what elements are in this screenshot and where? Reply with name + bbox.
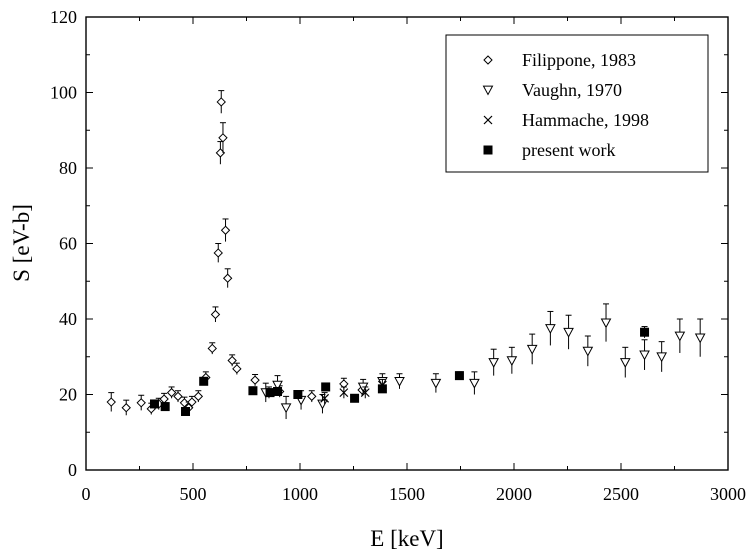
data-point bbox=[454, 371, 464, 381]
data-point bbox=[216, 97, 226, 107]
data-point bbox=[179, 398, 190, 408]
data-point bbox=[674, 331, 686, 342]
legend-label-1: Vaughn, 1970 bbox=[522, 80, 622, 100]
data-point bbox=[360, 388, 370, 398]
data-point bbox=[181, 406, 191, 416]
data-point bbox=[210, 309, 221, 320]
series-2 bbox=[320, 378, 387, 404]
x-tick-label: 0 bbox=[82, 484, 91, 504]
y-axis-label: S [eV-b] bbox=[9, 204, 34, 282]
axis-ticks: 0 500 1000 1500 2000 2500 3000 0 20 40 60 80 100 120 bbox=[50, 7, 746, 504]
data-point bbox=[106, 397, 116, 407]
y-tick-label: 20 bbox=[59, 385, 77, 405]
data-point bbox=[227, 355, 237, 366]
legend: Filippone, 1983 Vaughn, 1970 Hammache, 199… bbox=[445, 34, 709, 173]
data-point bbox=[232, 364, 242, 374]
x-tick-label: 1500 bbox=[389, 484, 425, 504]
y-tick-label: 80 bbox=[59, 158, 77, 178]
x-tick-label: 1000 bbox=[282, 484, 318, 504]
data-point bbox=[563, 327, 574, 338]
data-point bbox=[320, 393, 330, 403]
data-point bbox=[272, 380, 283, 391]
data-point bbox=[694, 333, 706, 344]
x-tick-label: 2500 bbox=[603, 484, 639, 504]
data-point bbox=[317, 399, 328, 410]
y-tick-label: 100 bbox=[50, 83, 77, 103]
data-point bbox=[307, 391, 317, 402]
data-point bbox=[582, 346, 594, 357]
legend-marker-1 bbox=[482, 85, 494, 96]
data-point bbox=[545, 324, 556, 334]
y-tick-label: 0 bbox=[68, 460, 77, 480]
data-marks bbox=[106, 90, 706, 420]
legend-marker-0 bbox=[483, 55, 493, 65]
y-tick-label: 40 bbox=[59, 309, 77, 329]
data-point bbox=[250, 375, 260, 385]
legend-label-0: Filippone, 1983 bbox=[522, 50, 636, 70]
data-point bbox=[160, 402, 170, 412]
data-point bbox=[377, 384, 387, 394]
legend-label-3: present work bbox=[522, 140, 615, 160]
legend-marker-2 bbox=[483, 115, 493, 125]
x-tick-label: 500 bbox=[180, 484, 207, 504]
data-point bbox=[293, 390, 303, 399]
data-point bbox=[350, 393, 360, 403]
data-point bbox=[488, 358, 500, 368]
x-tick-label: 3000 bbox=[710, 484, 746, 504]
data-point bbox=[619, 358, 631, 368]
data-point bbox=[136, 398, 146, 408]
data-point bbox=[218, 133, 228, 143]
data-point bbox=[121, 403, 131, 413]
series-0 bbox=[106, 90, 367, 416]
data-point bbox=[199, 376, 209, 386]
data-point bbox=[469, 378, 480, 389]
data-point bbox=[173, 391, 183, 402]
series-3 bbox=[149, 326, 650, 416]
data-point bbox=[639, 350, 650, 361]
data-point bbox=[280, 403, 292, 414]
data-point bbox=[640, 327, 650, 337]
data-point bbox=[222, 273, 233, 283]
data-point bbox=[600, 318, 612, 329]
y-tick-label: 120 bbox=[50, 7, 77, 27]
data-point bbox=[149, 399, 159, 409]
x-tick-label: 2000 bbox=[496, 484, 532, 504]
data-point bbox=[248, 386, 258, 396]
data-point bbox=[265, 388, 275, 398]
data-point bbox=[220, 225, 231, 235]
data-point bbox=[207, 343, 217, 354]
data-point bbox=[506, 356, 518, 367]
data-point bbox=[321, 382, 331, 392]
x-axis-label: E [keV] bbox=[370, 526, 443, 551]
y-tick-label: 60 bbox=[59, 234, 77, 254]
data-point bbox=[656, 352, 667, 363]
legend-label-2: Hammache, 1998 bbox=[522, 110, 649, 130]
data-point bbox=[213, 248, 223, 258]
data-point bbox=[193, 391, 204, 402]
data-point bbox=[430, 378, 442, 389]
data-point bbox=[273, 386, 283, 396]
data-point bbox=[187, 397, 197, 407]
legend-marker-3 bbox=[483, 145, 493, 155]
data-point bbox=[394, 376, 405, 387]
data-point bbox=[339, 388, 349, 398]
data-point bbox=[166, 387, 177, 398]
data-point bbox=[526, 344, 538, 355]
